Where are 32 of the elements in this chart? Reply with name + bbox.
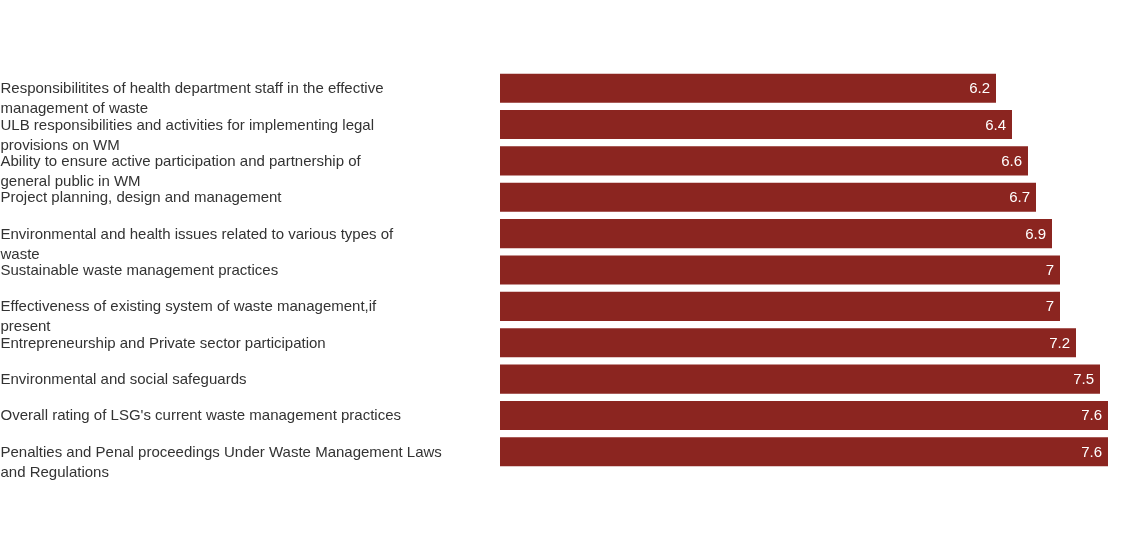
y-tick-label: Sustainable waste management practices [0,261,279,278]
bar [500,182,1036,212]
bar [500,255,1060,285]
y-tick-label: Penalties and Penal proceedings Under Waste Management Laws and Regulations [0,442,442,480]
bar [500,73,996,103]
y-tick-label: Environmental and health issues related to various types of waste [0,224,395,262]
bar [500,437,1108,467]
bar [500,146,1028,176]
bar [500,110,1012,140]
y-tick-label: Responsibilitites of health department staff in the effective management of waste [0,79,384,117]
data-label: 7.6 [1081,406,1102,424]
bar [500,364,1100,394]
y-tick-label: Overall rating of LSG's current waste management practices [0,406,402,424]
y-tick-label: Project planning, design and management [0,188,283,206]
data-label: 7 [1045,261,1054,278]
y-tick-label: ULB responsibilities and activities for implementing legal provisions on WM [0,115,375,153]
y-tick-label: Effectiveness of existing system of waste management,if present [0,297,378,335]
data-label: 6.7 [1009,188,1030,206]
bar [500,328,1076,358]
y-tick-label: Entrepreneurship and Private sector participation [0,333,326,351]
data-label: 7 [1045,297,1054,315]
bar [500,400,1108,430]
data-label: 6.9 [1025,224,1046,242]
data-label: 7.2 [1049,333,1070,351]
data-label: 7.6 [1081,442,1102,460]
bar [500,219,1052,249]
data-label: 6.2 [969,79,990,97]
y-tick-label: Environmental and social safeguards [0,370,247,388]
data-label: 6.6 [1001,151,1022,169]
data-label: 6.4 [985,115,1006,133]
data-label: 7.5 [1073,370,1094,388]
bar [500,291,1060,321]
